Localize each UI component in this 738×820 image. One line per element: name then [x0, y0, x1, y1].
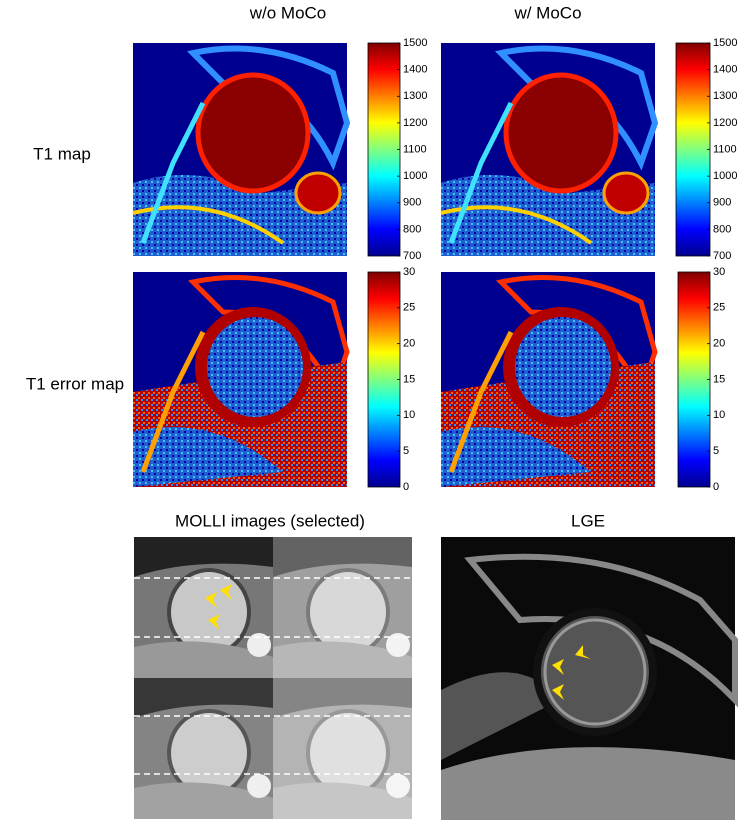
- panel-title: MOLLI images (selected): [175, 511, 365, 530]
- colorbar: [367, 271, 401, 488]
- colorbar-tick-label: 1500: [403, 37, 427, 49]
- colorbar-tick-label: 0: [403, 481, 409, 493]
- colorbar: [367, 42, 401, 257]
- colorbar-tick-label: 20: [713, 338, 725, 350]
- colorbar-tick-label: 1500: [713, 37, 737, 49]
- t1-map-image: [133, 43, 347, 256]
- colorbar-tick-label: 800: [713, 223, 731, 235]
- colorbar-tick-label: 30: [403, 266, 415, 278]
- colorbar-tick-label: 1200: [713, 117, 737, 129]
- colorbar-tick-label: 700: [403, 250, 421, 262]
- colorbar-tick-label: 1000: [403, 170, 427, 182]
- colorbar-tick-label: 15: [713, 373, 725, 385]
- colorbar-tick-label: 900: [713, 197, 731, 209]
- column-title: w/o MoCo: [249, 3, 327, 22]
- colorbar-tick-label: 1400: [403, 64, 427, 76]
- colorbar-tick-label: 5: [403, 445, 409, 457]
- colorbar-tick-label: 800: [403, 223, 421, 235]
- colorbar: [675, 42, 711, 257]
- colorbar-tick-label: 10: [403, 409, 415, 421]
- colorbar-tick-label: 700: [713, 250, 731, 262]
- colorbar-tick-label: 1100: [403, 143, 427, 155]
- colorbar-tick-label: 25: [403, 302, 415, 314]
- molli-images: [132, 535, 414, 820]
- column-title: w/ MoCo: [513, 3, 581, 22]
- lge-image: [441, 537, 738, 820]
- colorbar-tick-label: 1000: [713, 170, 737, 182]
- colorbar-tick-label: 0: [713, 481, 719, 493]
- colorbar-tick-label: 1300: [403, 90, 427, 102]
- colorbar-tick-label: 20: [403, 338, 415, 350]
- colorbar-tick-label: 15: [403, 373, 415, 385]
- row-label: T1 map: [33, 144, 91, 163]
- colorbar-tick-label: 1200: [403, 117, 427, 129]
- colorbar-tick-label: 25: [713, 302, 725, 314]
- t1-map-image: [441, 43, 655, 256]
- panel-title: LGE: [571, 511, 605, 530]
- row-label: T1 error map: [26, 374, 124, 393]
- colorbar-tick-label: 5: [713, 445, 719, 457]
- colorbar: [677, 271, 711, 488]
- t1-error-image: [133, 272, 347, 487]
- t1-error-image: [441, 272, 655, 487]
- colorbar-tick-label: 900: [403, 197, 421, 209]
- colorbar-tick-label: 1400: [713, 64, 737, 76]
- colorbar-tick-label: 30: [713, 266, 725, 278]
- colorbar-tick-label: 1300: [713, 90, 737, 102]
- colorbar-tick-label: 10: [713, 409, 725, 421]
- colorbar-tick-label: 1100: [713, 143, 737, 155]
